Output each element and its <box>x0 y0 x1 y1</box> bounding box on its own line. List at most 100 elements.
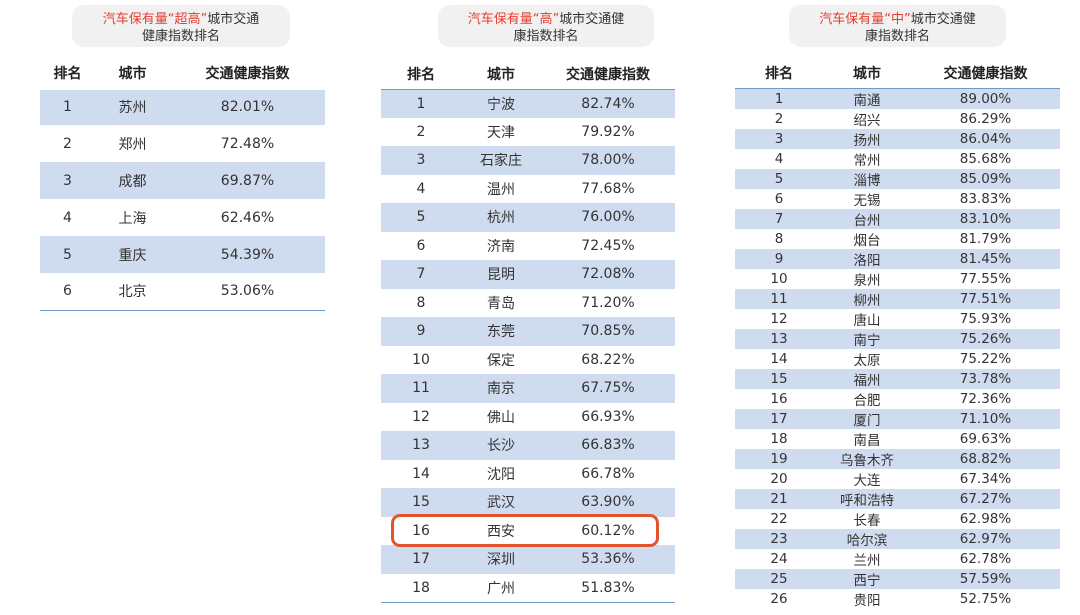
city-cell: 烟台 <box>853 232 881 249</box>
table-row: 9 洛阳 81.45% <box>735 248 1060 269</box>
panel1-title: 汽车保有量“超高”城市交通 健康指数排名 <box>72 5 290 47</box>
city-cell: 苏州 <box>95 86 170 125</box>
city-cell: 佛山 <box>487 409 515 426</box>
city-cell: 深圳 <box>461 545 541 574</box>
rank-cell: 12 <box>770 310 788 327</box>
table-row: 8 烟台 81.79% <box>735 229 1060 249</box>
table-row: 19 乌鲁木齐 68.82% <box>735 448 1060 469</box>
table-row: 18 南昌 69.63% <box>735 429 1060 449</box>
city-cell: 哈尔滨 <box>823 528 911 549</box>
table-row: 20 大连 67.34% <box>735 469 1060 489</box>
table-row: 3 扬州 86.04% <box>735 128 1060 149</box>
rank-cell: 9 <box>735 248 823 269</box>
index-cell: 68.82% <box>911 448 1060 469</box>
city-cell: 济南 <box>487 238 515 255</box>
rank-cell: 21 <box>735 488 823 509</box>
index-cell: 71.20% <box>581 294 635 311</box>
table-row: 12 佛山 66.93% <box>381 403 675 432</box>
table-row: 21 呼和浩特 67.27% <box>735 488 1060 509</box>
table-row: 10 保定 68.22% <box>381 346 675 375</box>
city-cell: 南宁 <box>823 328 911 349</box>
table-row: 5 重庆 54.39% <box>40 236 325 273</box>
table-row: 16 合肥 72.36% <box>735 389 1060 409</box>
rank-cell: 5 <box>40 236 95 273</box>
rank-cell: 22 <box>770 510 788 527</box>
index-cell: 62.97% <box>911 528 1060 549</box>
city-cell: 石家庄 <box>461 146 541 175</box>
panel1-title-rest: 城市交通 <box>207 12 260 27</box>
city-cell: 武汉 <box>461 488 541 517</box>
rank-cell: 13 <box>735 328 823 349</box>
city-cell: 西安 <box>487 523 515 540</box>
index-cell: 62.98% <box>959 510 1012 527</box>
index-cell: 81.45% <box>911 248 1060 269</box>
panel3-title-line2: 康指数排名 <box>864 29 930 44</box>
rank-cell: 1 <box>381 89 461 118</box>
table-row: 1 苏州 82.01% <box>40 86 325 125</box>
table-row: 7 昆明 72.08% <box>381 260 675 289</box>
index-cell: 82.01% <box>170 86 325 125</box>
index-cell: 67.75% <box>541 374 675 403</box>
rank-cell: 17 <box>381 545 461 574</box>
rank-cell: 3 <box>40 162 95 199</box>
rank-cell: 1 <box>735 88 823 109</box>
city-cell: 长沙 <box>461 431 541 460</box>
index-cell: 81.79% <box>959 230 1012 247</box>
city-cell: 合肥 <box>853 392 881 409</box>
table-row: 6 无锡 83.83% <box>735 189 1060 209</box>
table-row: 12 唐山 75.93% <box>735 309 1060 329</box>
panel3-title-highlight: 汽车保有量“中” <box>819 12 911 27</box>
index-cell: 72.48% <box>220 135 275 152</box>
rank-cell: 14 <box>412 465 430 482</box>
rank-cell: 6 <box>63 283 72 300</box>
col-city-header: 城市 <box>95 59 170 89</box>
index-cell: 66.83% <box>541 431 675 460</box>
panel1-title-highlight: 汽车保有量“超高” <box>102 12 208 27</box>
rank-cell: 7 <box>735 208 823 229</box>
rank-cell: 26 <box>770 590 788 607</box>
rank-cell: 11 <box>381 374 461 403</box>
index-cell: 51.83% <box>581 579 635 596</box>
table-row: 6 北京 53.06% <box>40 273 325 310</box>
panel2-table: 排名 城市 交通健康指数 1 宁波 82.74% 2 天津 79.92% 3 石家庄 78.00… <box>381 59 675 603</box>
index-cell: 72.36% <box>959 390 1012 407</box>
index-cell: 52.75% <box>959 590 1012 607</box>
city-cell: 重庆 <box>95 236 170 273</box>
index-cell: 83.10% <box>911 208 1060 229</box>
rank-cell: 24 <box>770 550 788 567</box>
rank-cell: 3 <box>381 146 461 175</box>
city-cell: 保定 <box>487 352 515 369</box>
city-cell: 兰州 <box>853 552 881 569</box>
city-cell: 成都 <box>95 162 170 199</box>
table-row: 11 南京 67.75% <box>381 374 675 403</box>
rank-cell: 17 <box>735 408 823 429</box>
rank-cell: 19 <box>735 448 823 469</box>
city-cell: 绍兴 <box>853 112 881 129</box>
rank-cell: 3 <box>735 128 823 149</box>
rank-cell: 16 <box>412 522 430 539</box>
table-row: 22 长春 62.98% <box>735 509 1060 529</box>
city-cell: 上海 <box>118 210 147 227</box>
panel2-title-rest: 城市交通健 <box>559 12 625 27</box>
city-cell: 厦门 <box>823 408 911 429</box>
rank-cell: 20 <box>770 470 788 487</box>
index-cell: 62.46% <box>220 209 275 226</box>
panel2-title: 汽车保有量“高”城市交通健 康指数排名 <box>438 5 654 47</box>
col-city-header: 城市 <box>823 59 911 89</box>
rank-cell: 15 <box>735 368 823 389</box>
col-city-header: 城市 <box>461 59 541 90</box>
city-cell: 西宁 <box>823 568 911 589</box>
col-index-header: 交通健康指数 <box>541 59 675 90</box>
index-cell: 77.68% <box>581 180 635 197</box>
rank-cell: 13 <box>381 431 461 460</box>
table-row: 13 长沙 66.83% <box>381 431 675 460</box>
index-cell: 86.29% <box>959 110 1012 127</box>
table-row: 3 成都 69.87% <box>40 162 325 199</box>
table-row: 25 西宁 57.59% <box>735 568 1060 589</box>
rank-cell: 4 <box>774 150 784 167</box>
index-cell: 66.93% <box>581 408 635 425</box>
index-cell: 69.63% <box>959 430 1012 447</box>
city-cell: 广州 <box>487 580 515 597</box>
panel3-table: 排名 城市 交通健康指数 1 南通 89.00% 2 绍兴 86.29% 3 扬州 86.04%… <box>735 59 1060 609</box>
panel1-header-row: 排名 城市 交通健康指数 <box>40 59 325 89</box>
